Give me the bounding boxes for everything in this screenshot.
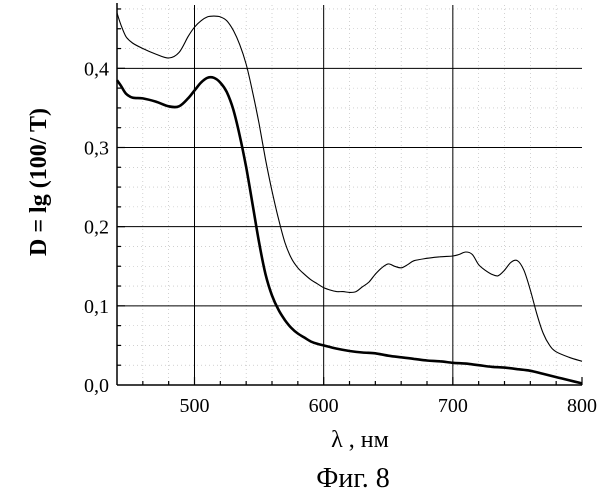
figure-caption: Фиг. 8 <box>316 463 389 494</box>
x-tick-label: 700 <box>438 395 468 417</box>
y-tick-label: 0,2 <box>84 217 109 239</box>
y-tick-label: 0,0 <box>84 375 109 397</box>
x-axis-label: λ , нм <box>331 427 389 453</box>
y-tick-label: 0,4 <box>84 58 109 80</box>
x-tick-label: 600 <box>309 395 339 417</box>
y-tick-label: 0,1 <box>84 296 109 318</box>
grid <box>117 5 582 385</box>
tick-labels: 500 600 700 800 0,0 0,1 0,2 0,3 0,4 <box>84 58 597 417</box>
x-tick-label: 500 <box>180 395 210 417</box>
y-axis-label: D = lg (100/ T) <box>26 108 52 256</box>
y-tick-label: 0,3 <box>84 138 109 160</box>
x-tick-label: 800 <box>567 395 597 417</box>
